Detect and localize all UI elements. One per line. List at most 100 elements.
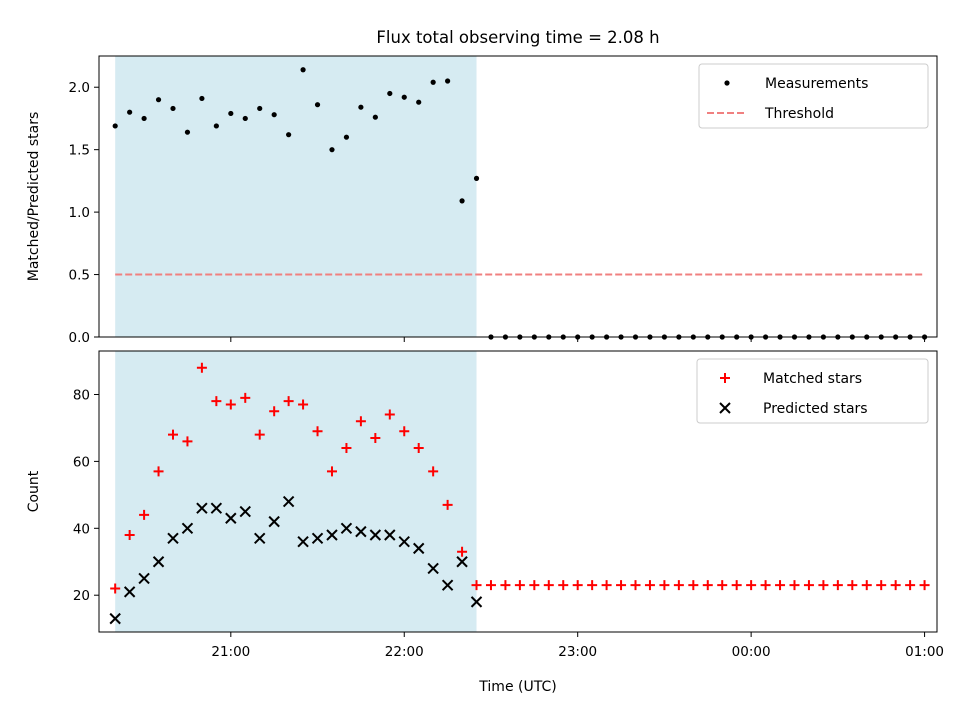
predicted-star-point — [355, 525, 367, 538]
y-tick-label: 2.0 — [69, 80, 90, 96]
predicted-star-point — [441, 579, 454, 591]
predicted-star-point — [167, 532, 179, 545]
matched-star-point — [890, 580, 901, 591]
matched-star-point — [341, 443, 352, 454]
matched-star-point — [471, 580, 482, 591]
x-axis-label: Time (UTC) — [478, 679, 556, 695]
matched-star-point — [630, 580, 641, 591]
predicted-star-point — [239, 505, 251, 518]
measurement-point — [141, 115, 147, 122]
measurement-point — [199, 95, 205, 102]
matched-star-point — [746, 580, 757, 591]
measurement-point — [372, 114, 378, 120]
matched-star-point — [370, 432, 381, 443]
matched-star-point — [919, 580, 930, 591]
predicted-star-point — [109, 612, 121, 625]
legend-label: Predicted stars — [763, 401, 868, 417]
measurement-point — [473, 175, 480, 181]
predicted-star-point — [398, 535, 410, 548]
matched-star-point — [182, 436, 193, 447]
series-matched-stars — [110, 362, 930, 594]
matched-star-point — [543, 580, 554, 591]
measurement-point — [314, 102, 321, 108]
matched-star-point — [789, 580, 800, 591]
top-panel: 0.0 0.5 1.0 1.5 2.0 Matched/Predicted stars Me… — [26, 55, 938, 346]
predicted-star-point — [311, 532, 324, 545]
predicted-star-point — [282, 495, 295, 508]
matched-star-point — [572, 580, 583, 591]
y-tick-label: 40 — [73, 521, 90, 537]
matched-star-point — [717, 580, 728, 591]
matched-star-point — [876, 580, 887, 591]
matched-star-point — [384, 409, 395, 420]
matched-star-point — [428, 466, 439, 477]
matched-star-point — [485, 580, 496, 591]
matched-star-point — [775, 580, 786, 591]
matched-star-point — [688, 580, 699, 591]
legend-dot-icon — [724, 80, 730, 86]
matched-star-point — [514, 580, 525, 591]
matched-star-point — [153, 466, 164, 477]
chart-title: Flux total observing time = 2.08 h — [376, 28, 659, 47]
predicted-star-point — [369, 529, 382, 541]
matched-star-point — [644, 580, 655, 591]
x-tick-label: 01:00 — [905, 644, 944, 660]
y-tick-label: 60 — [73, 454, 90, 470]
predicted-star-point — [123, 586, 136, 598]
matched-star-point — [269, 406, 280, 417]
measurement-point — [242, 115, 248, 122]
matched-star-point — [529, 580, 540, 591]
matched-star-point — [355, 416, 366, 427]
measurement-point — [329, 147, 335, 153]
axes-frame — [98, 350, 938, 633]
legend-label: Threshold — [764, 106, 834, 122]
legend: Matched stars Predicted stars — [696, 358, 929, 424]
y-axis-label: Count — [26, 470, 42, 512]
matched-star-point — [312, 426, 323, 437]
measurement-point — [416, 99, 422, 105]
x-tick-label: 22:00 — [385, 644, 424, 660]
measurement-point — [184, 129, 191, 135]
matched-star-point — [124, 529, 135, 540]
matched-star-point — [601, 580, 612, 591]
measurement-point — [459, 198, 465, 204]
y-tick-label: 1.5 — [69, 143, 90, 159]
series-predicted-stars — [109, 495, 483, 625]
predicted-star-point — [196, 502, 208, 514]
y-tick-label: 0.0 — [69, 330, 90, 346]
predicted-star-point — [340, 522, 353, 535]
matched-star-point — [500, 580, 511, 591]
matched-star-point — [731, 580, 742, 591]
matched-star-point — [442, 499, 453, 510]
legend-box — [698, 63, 929, 129]
y-tick-label: 80 — [73, 387, 90, 403]
legend-box — [696, 358, 929, 424]
measurement-point — [170, 105, 176, 112]
matched-star-point — [818, 580, 829, 591]
predicted-star-point — [210, 502, 223, 514]
predicted-star-point — [138, 572, 150, 585]
predicted-star-point — [427, 562, 439, 575]
y-tick-label: 20 — [73, 588, 90, 604]
measurement-point — [257, 105, 263, 112]
legend: Measurements Threshold — [698, 63, 929, 129]
matched-star-point — [168, 429, 179, 440]
measurement-point — [401, 94, 407, 100]
matched-star-point — [240, 392, 251, 403]
predicted-star-point — [297, 535, 309, 548]
observing-window-shading — [115, 351, 477, 632]
predicted-star-point — [225, 512, 237, 524]
matched-star-point — [225, 399, 236, 410]
legend-x-icon — [719, 402, 731, 414]
matched-star-point — [832, 580, 843, 591]
matched-star-point — [139, 509, 150, 520]
matched-star-point — [211, 396, 222, 407]
measurement-point — [430, 79, 436, 85]
measurement-point — [387, 90, 393, 97]
matched-star-point — [760, 580, 771, 591]
predicted-star-point — [268, 515, 280, 528]
predicted-star-point — [181, 522, 194, 535]
measurement-point — [213, 123, 219, 129]
matched-star-point — [803, 580, 814, 591]
